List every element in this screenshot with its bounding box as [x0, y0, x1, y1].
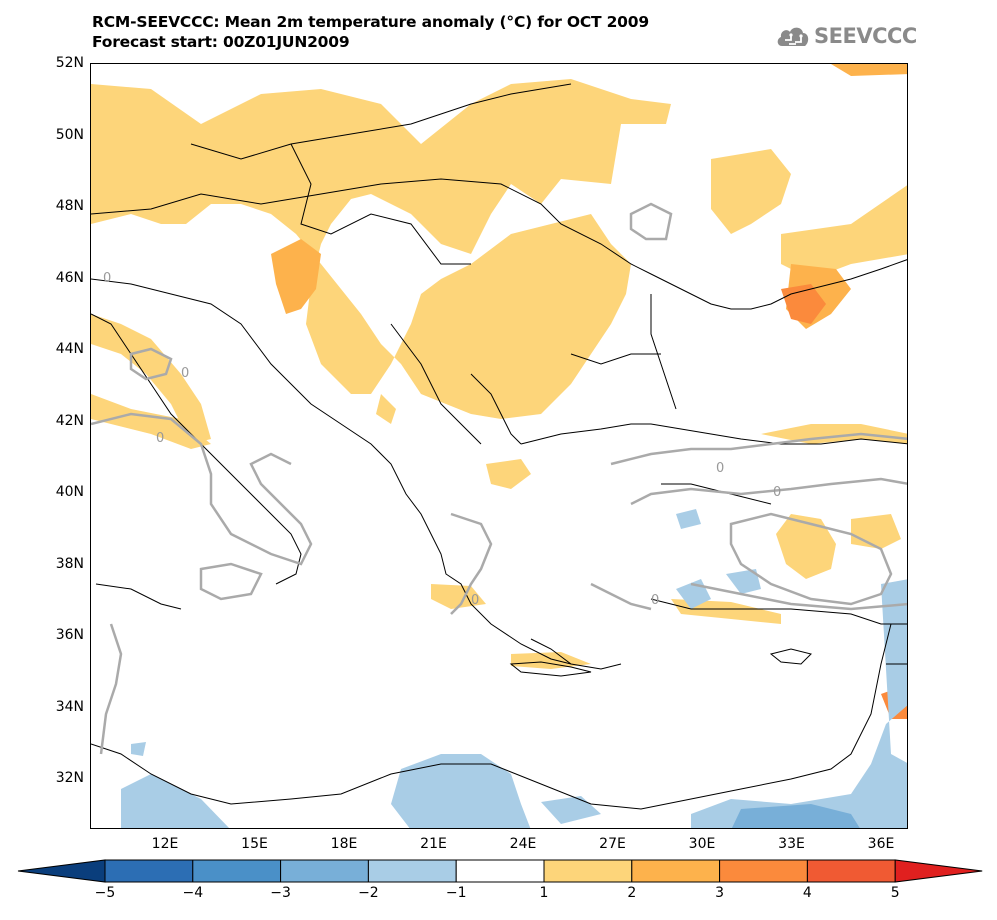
lat-tick-label: 42N — [55, 412, 84, 429]
contour-label: 0 — [716, 461, 724, 476]
cool-anomaly-1-2 — [121, 509, 907, 828]
lon-tick-label: 15E — [241, 836, 268, 852]
colorbar-tick-label: −1 — [445, 885, 467, 901]
contour-label: 0 — [103, 271, 111, 286]
colorbar-tick-label: −2 — [358, 885, 379, 901]
map-plot-area: 0 0 0 0 0 0 0 — [90, 63, 908, 829]
colorbar — [17, 859, 983, 883]
logo-text: SEEVCCC — [814, 24, 917, 48]
cool-anomaly-2-3 — [731, 804, 860, 828]
colorbar-tick-label: 2 — [627, 885, 637, 901]
colorbar-min-triangle — [17, 859, 106, 883]
colorbar-segment — [192, 859, 282, 883]
contour-label: 0 — [773, 485, 781, 500]
lat-tick-label: 38N — [55, 555, 84, 572]
contour-label: 0 — [156, 431, 164, 446]
cloud-icon — [777, 27, 809, 46]
colorbar-segment — [631, 859, 721, 883]
lon-tick-label: 12E — [151, 836, 179, 852]
colorbar-tick-label: 5 — [890, 885, 900, 901]
lat-tick-label: 34N — [55, 698, 84, 715]
lon-tick-label: 30E — [688, 836, 716, 852]
warm-anomaly-1-2 — [91, 79, 907, 669]
colorbar-tick-label: 1 — [539, 885, 549, 901]
colorbar-tick-label: −4 — [182, 885, 204, 901]
zero-contours — [91, 202, 907, 755]
colorbar-segment — [719, 859, 808, 883]
contour-label: 0 — [651, 593, 659, 608]
colorbar-segment — [455, 859, 545, 883]
lat-tick-label: 32N — [55, 770, 84, 786]
lat-tick-label: 52N — [55, 55, 84, 71]
lat-tick-label: 46N — [55, 269, 84, 286]
colorbar-tick-label: −5 — [94, 885, 116, 901]
lon-tick-label: 21E — [420, 836, 447, 852]
lon-tick-label: 36E — [867, 836, 895, 852]
coastlines-borders — [91, 83, 907, 810]
seevccc-logo: SEEVCCC — [776, 22, 917, 50]
lon-tick-label: 18E — [330, 836, 358, 852]
colorbar-segment — [280, 859, 369, 883]
colorbar-max-triangle — [894, 859, 983, 883]
lat-tick-label: 50N — [55, 126, 84, 143]
contour-label: 0 — [471, 593, 479, 608]
map-title: RCM-SEEVCCC: Mean 2m temperature anomaly… — [92, 12, 649, 52]
lat-tick-label: 36N — [55, 627, 84, 643]
title-line-2: Forecast start: 00Z01JUN2009 — [92, 33, 350, 51]
colorbar-segment — [104, 859, 194, 883]
colorbar-tick-label: 3 — [715, 885, 725, 901]
colorbar-segment — [367, 859, 457, 883]
contour-labels: 0 0 0 0 0 0 0 — [103, 271, 781, 608]
lat-tick-label: 48N — [55, 198, 84, 214]
lon-tick-label: 24E — [509, 836, 537, 852]
anomaly-map: 0 0 0 0 0 0 0 — [91, 64, 907, 828]
colorbar-tick-label: −3 — [270, 885, 291, 901]
lon-tick-label: 33E — [778, 836, 805, 852]
contour-label: 0 — [181, 366, 189, 381]
lat-tick-label: 40N — [55, 484, 84, 500]
lat-tick-label: 44N — [55, 341, 84, 357]
lon-tick-label: 27E — [599, 836, 626, 852]
colorbar-tick-label: 4 — [802, 885, 812, 901]
colorbar-segment — [543, 859, 633, 883]
title-line-1: RCM-SEEVCCC: Mean 2m temperature anomaly… — [92, 13, 649, 31]
colorbar-segment — [806, 859, 896, 883]
